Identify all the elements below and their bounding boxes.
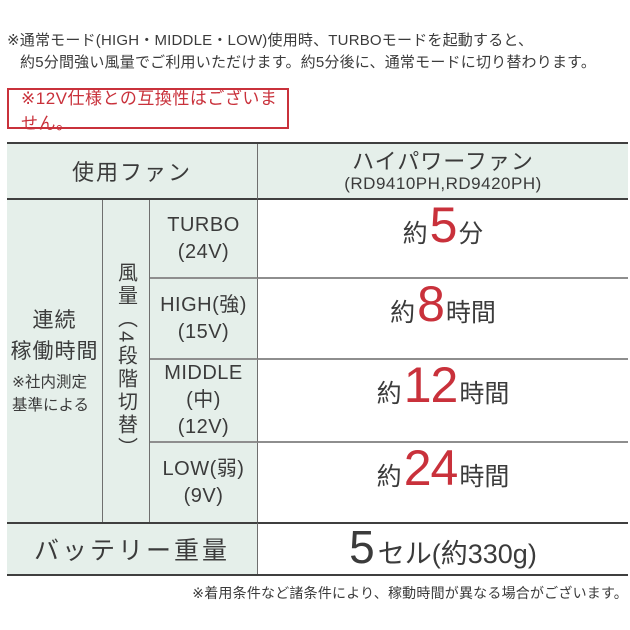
- airflow-level-cell: 風量（4段階切替）: [103, 200, 150, 522]
- runtime-prefix: 約: [390, 299, 416, 327]
- fan-name: ハイパワーファン: [352, 148, 534, 174]
- runtime-value-low: 約 24 時間: [258, 443, 628, 522]
- mode-label-high: HIGH(強) (15V): [150, 279, 258, 360]
- runtime-prefix: 約: [376, 380, 402, 408]
- continuous-runtime-label: 連続 稼働時間: [10, 309, 99, 363]
- fan-spec-table: 使用ファン ハイパワーファン (RD9410PH,RD9420PH) 連続 稼働…: [7, 142, 628, 576]
- footer-disclaimer: ※着用条件など諸条件により、稼動時間が異なる場合がございます。: [192, 585, 628, 601]
- runtime-value-turbo: 約 5 分: [258, 200, 628, 279]
- runtime-number: 24: [403, 440, 459, 496]
- header-used-fan-label: 使用ファン: [7, 144, 258, 200]
- mode-label-low: LOW(弱) (9V): [150, 443, 258, 522]
- usage-note-line2: 約5分間強い風量でご利用いただけます。約5分後に、通常モードに切り替わります。: [20, 54, 597, 71]
- header-fan-cell: ハイパワーファン (RD9410PH,RD9420PH): [258, 144, 628, 200]
- runtime-unit: 時間: [445, 299, 496, 327]
- airflow-level-label: 風量（4段階切替）: [114, 261, 137, 461]
- runtime-number: 8: [417, 276, 445, 332]
- battery-weight-label: バッテリー重量: [7, 522, 258, 574]
- usage-note: ※通常モード(HIGH・MIDDLE・LOW)使用時、TURBOモードを起動する…: [7, 30, 596, 74]
- runtime-unit: 分: [458, 220, 484, 248]
- compatibility-warning-text: ※12V仕様との互換性はございません。: [21, 88, 278, 133]
- fan-model-numbers: (RD9410PH,RD9420PH): [344, 173, 542, 193]
- mode-label-turbo: TURBO (24V): [150, 200, 258, 279]
- compatibility-warning-box: ※12V仕様との互換性はございません。: [7, 88, 289, 133]
- runtime-number: 12: [403, 357, 459, 413]
- runtime-measurement-note: ※社内測定 基準による: [12, 374, 90, 414]
- mode-label-middle: MIDDLE (中) (12V): [150, 360, 258, 443]
- battery-cell-count: 5: [349, 521, 375, 573]
- usage-note-line1: ※通常モード(HIGH・MIDDLE・LOW)使用時、TURBOモードを起動する…: [7, 32, 534, 49]
- continuous-runtime-cell: 連続 稼働時間 ※社内測定 基準による: [7, 200, 103, 522]
- battery-weight-value: 5 セル(約330g): [258, 522, 628, 574]
- battery-weight-text: セル(約330g): [377, 539, 537, 569]
- runtime-unit: 時間: [459, 380, 510, 408]
- runtime-unit: 時間: [459, 463, 510, 491]
- runtime-value-middle: 約 12 時間: [258, 360, 628, 443]
- runtime-prefix: 約: [402, 220, 428, 248]
- runtime-prefix: 約: [376, 463, 402, 491]
- runtime-value-high: 約 8 時間: [258, 279, 628, 360]
- runtime-number: 5: [429, 197, 458, 253]
